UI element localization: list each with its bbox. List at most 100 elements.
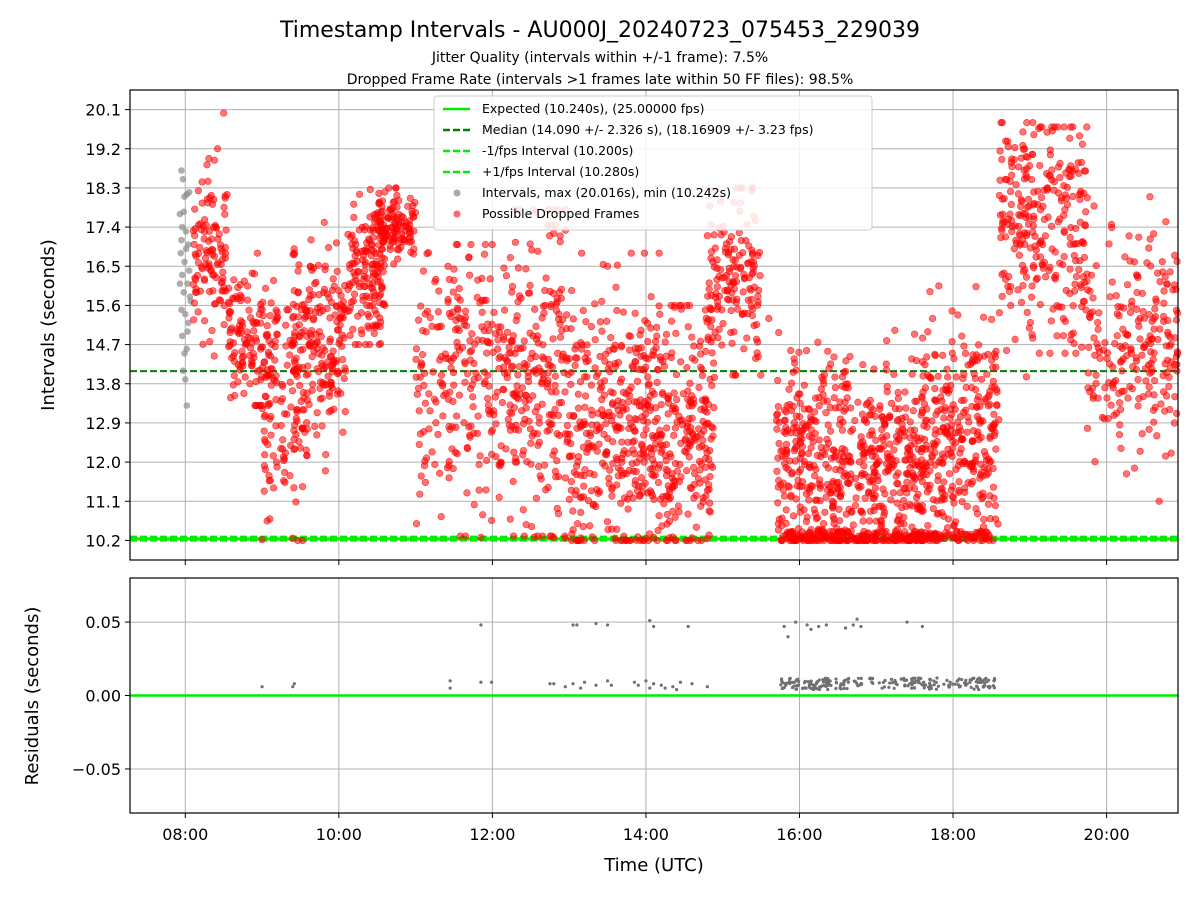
dropped-frame-point <box>326 337 334 346</box>
dropped-frame-point <box>258 404 266 413</box>
dropped-frame-point <box>754 298 762 306</box>
dropped-frame-point <box>609 438 617 446</box>
dropped-frame-point <box>406 233 415 241</box>
dropped-frame-point <box>961 349 970 358</box>
dropped-frame-point <box>530 367 538 375</box>
dropped-frame-point <box>1046 349 1054 357</box>
residual-point <box>790 685 795 690</box>
dropped-frame-point <box>1047 317 1055 325</box>
dropped-frame-point <box>815 402 823 410</box>
dropped-frame-point <box>947 421 955 430</box>
dropped-frame-point <box>704 316 713 324</box>
dropped-frame-point <box>444 262 452 270</box>
bottom-y-tick-label: −0.05 <box>72 760 121 779</box>
dropped-frame-point <box>550 533 558 541</box>
dropped-frame-point <box>535 414 543 422</box>
dropped-frame-point <box>690 399 698 407</box>
residual-point <box>834 677 838 681</box>
dropped-frame-point <box>790 355 798 363</box>
dropped-frame-point <box>513 312 521 320</box>
dropped-frame-point <box>555 399 563 407</box>
interval-point <box>177 249 184 257</box>
dropped-frame-point <box>842 357 850 365</box>
dropped-frame-point <box>999 210 1007 218</box>
residual-point <box>992 676 997 681</box>
dropped-frame-point <box>990 494 998 502</box>
dropped-frame-point <box>253 367 261 375</box>
dropped-frame-point <box>890 446 898 454</box>
residual-point <box>796 679 801 684</box>
dropped-frame-point <box>919 334 927 342</box>
dropped-frame-point <box>339 298 347 306</box>
dropped-frame-point <box>404 202 412 210</box>
residual-point <box>648 618 652 623</box>
dropped-frame-point <box>998 224 1006 232</box>
dropped-frame-point <box>927 374 935 383</box>
residual-point <box>632 680 637 684</box>
residual-point <box>981 685 985 689</box>
dropped-frame-point <box>311 280 319 288</box>
dropped-frame-point <box>827 427 835 435</box>
dropped-frame-point <box>672 370 681 379</box>
dropped-frame-point <box>571 345 579 353</box>
dropped-frame-point <box>537 475 545 483</box>
dropped-frame-point <box>780 428 788 436</box>
dropped-frame-point <box>379 238 388 246</box>
dropped-frame-point <box>344 230 352 238</box>
dropped-frame-point <box>508 338 516 346</box>
residual-point <box>827 682 831 686</box>
dropped-frame-point <box>503 373 511 382</box>
dropped-frame-point <box>963 428 971 436</box>
dropped-frame-point <box>979 493 987 501</box>
dropped-frame-point <box>708 349 716 357</box>
dropped-frame-point <box>996 147 1004 155</box>
dropped-frame-point <box>259 298 267 306</box>
residual-point <box>920 682 924 686</box>
dropped-frame-point <box>947 381 955 390</box>
dropped-frame-point <box>893 499 901 507</box>
dropped-frame-point <box>870 365 878 373</box>
dropped-frame-point <box>350 213 358 222</box>
dropped-frame-point <box>1060 227 1068 235</box>
dropped-frame-point <box>520 337 528 345</box>
dropped-frame-point <box>534 339 542 347</box>
dropped-frame-point <box>422 454 431 462</box>
dropped-frame-point <box>581 392 590 400</box>
dropped-frame-point <box>505 421 513 429</box>
dropped-frame-point <box>625 424 633 433</box>
dropped-frame-point <box>376 277 384 285</box>
dropped-frame-point <box>600 430 608 439</box>
dropped-frame-point <box>811 472 819 480</box>
dropped-frame-point <box>857 482 865 491</box>
residual-point <box>914 679 918 683</box>
dropped-frame-point <box>534 332 542 340</box>
dropped-frame-point <box>271 356 279 364</box>
dropped-frame-point <box>1067 224 1075 232</box>
dropped-frame-point <box>829 527 837 536</box>
dropped-frame-point <box>210 352 218 360</box>
dropped-frame-point <box>595 440 603 448</box>
dropped-frame-point <box>1160 299 1168 307</box>
dropped-frame-point <box>713 283 721 291</box>
dropped-frame-point <box>780 492 789 500</box>
residual-point <box>906 684 910 688</box>
dropped-frame-point <box>642 363 650 371</box>
residual-point <box>936 684 941 688</box>
dropped-frame-point <box>561 388 569 396</box>
dropped-frame-point <box>269 452 277 460</box>
dropped-frame-point <box>618 438 626 446</box>
dropped-frame-point <box>386 245 394 254</box>
dropped-frame-point <box>461 358 469 366</box>
dropped-frame-point <box>952 429 960 437</box>
dropped-frame-point <box>316 384 324 392</box>
dropped-frame-point <box>854 398 862 406</box>
dropped-frame-point <box>261 451 269 459</box>
dropped-frame-point <box>260 427 268 435</box>
dropped-frame-point <box>1022 231 1031 240</box>
dropped-frame-point <box>280 455 289 463</box>
dropped-frame-point <box>990 422 998 430</box>
dropped-frame-point <box>739 288 747 296</box>
dropped-frame-point <box>495 461 503 469</box>
dropped-frame-point <box>561 534 569 542</box>
dropped-frame-point <box>259 312 267 320</box>
